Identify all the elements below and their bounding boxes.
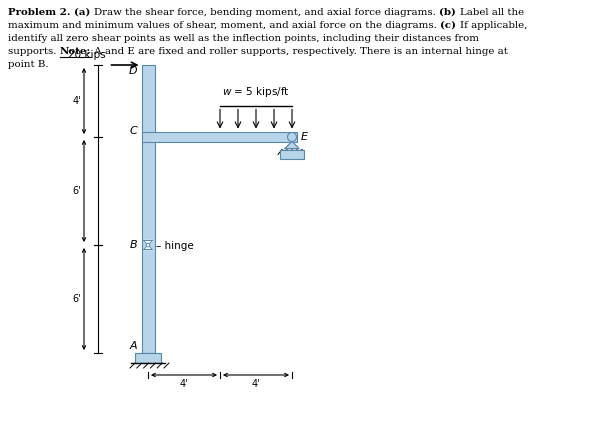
Text: A: A bbox=[130, 341, 137, 351]
Text: 20 kips: 20 kips bbox=[68, 50, 105, 60]
Text: 4': 4' bbox=[180, 379, 188, 389]
Text: C: C bbox=[130, 126, 137, 136]
Polygon shape bbox=[143, 241, 152, 245]
Polygon shape bbox=[143, 245, 152, 250]
Text: D: D bbox=[129, 66, 137, 76]
Text: Problem 2.: Problem 2. bbox=[8, 8, 74, 17]
Text: – hinge: – hinge bbox=[156, 241, 194, 251]
Text: 6': 6' bbox=[73, 294, 81, 304]
Text: identify all zero shear points as well as the inflection points, including their: identify all zero shear points as well a… bbox=[8, 34, 479, 43]
Text: (c): (c) bbox=[440, 21, 460, 30]
Bar bbox=[135, 353, 161, 363]
Text: (b): (b) bbox=[439, 8, 460, 17]
Text: 4': 4' bbox=[73, 96, 81, 106]
Bar bbox=[142, 65, 155, 353]
Text: point B.: point B. bbox=[8, 60, 49, 69]
Text: $w$ = 5 kips/ft: $w$ = 5 kips/ft bbox=[222, 85, 290, 99]
Text: E: E bbox=[300, 132, 308, 142]
Text: supports.: supports. bbox=[8, 47, 60, 56]
Text: (a): (a) bbox=[74, 8, 94, 17]
Text: 6': 6' bbox=[73, 186, 81, 196]
Text: If applicable,: If applicable, bbox=[460, 21, 527, 30]
Polygon shape bbox=[285, 142, 299, 148]
Text: Note:: Note: bbox=[60, 47, 91, 56]
Bar bbox=[280, 150, 304, 159]
Circle shape bbox=[287, 133, 296, 142]
Text: maximum and minimum values of shear, moment, and axial force on the diagrams.: maximum and minimum values of shear, mom… bbox=[8, 21, 440, 30]
Text: Label all the: Label all the bbox=[460, 8, 524, 17]
Text: B: B bbox=[130, 240, 137, 250]
Circle shape bbox=[146, 243, 150, 247]
Bar bbox=[142, 132, 298, 142]
Text: A and E are fixed and roller supports, respectively. There is an internal hinge : A and E are fixed and roller supports, r… bbox=[91, 47, 508, 56]
Text: Draw the shear force, bending moment, and axial force diagrams.: Draw the shear force, bending moment, an… bbox=[94, 8, 439, 17]
Text: 4': 4' bbox=[252, 379, 261, 389]
